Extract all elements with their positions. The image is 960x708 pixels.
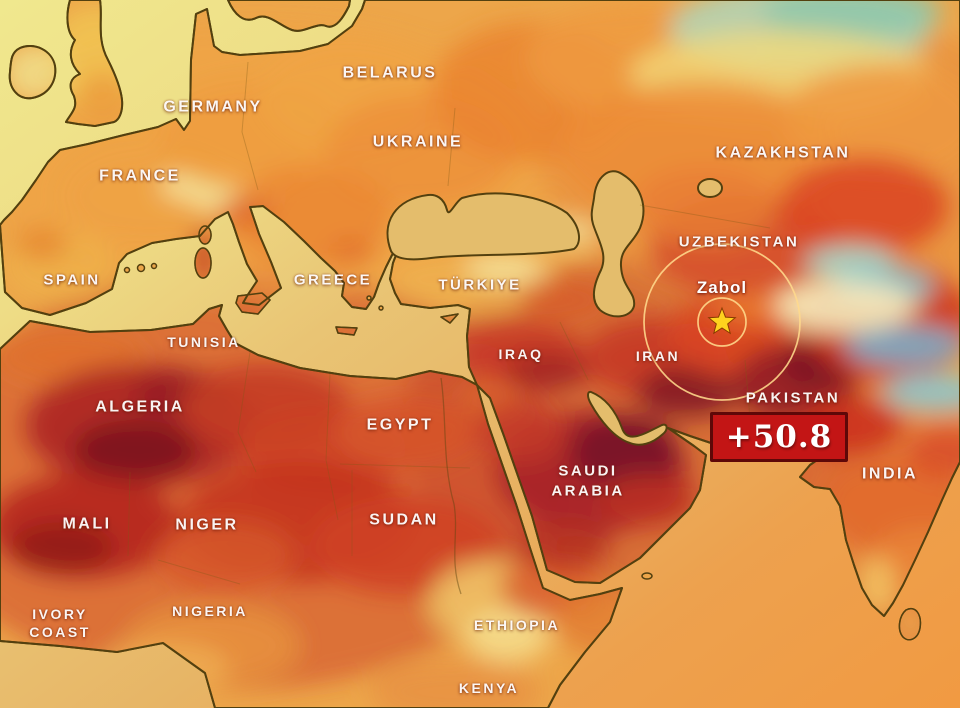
country-label-germany: GERMANY	[163, 98, 263, 116]
country-label-tunisia: TUNISIA	[167, 333, 241, 350]
country-label-spain: SPAIN	[43, 271, 101, 289]
temperature-badge: +50.8	[710, 412, 848, 462]
country-label-uzbekistan: UZBEKISTAN	[678, 233, 800, 251]
caspian-sea	[590, 170, 645, 318]
country-label-iran: IRAN	[635, 347, 681, 364]
country-label-greece: GREECE	[293, 271, 373, 289]
country-label-algeria: ALGERIA	[95, 398, 185, 416]
nile-river	[440, 377, 462, 595]
marker-ring-outer	[643, 243, 801, 401]
star-icon	[707, 306, 737, 335]
country-label-ethiopia: ETHIOPIA	[473, 616, 561, 633]
inland-seas-layer	[386, 170, 723, 446]
country-label-sudan: SUDAN	[369, 511, 439, 529]
country-label-egypt: EGYPT	[366, 416, 434, 434]
country-label-ivory-coast: IVORY COAST	[29, 605, 91, 640]
country-label-belarus: BELARUS	[342, 64, 438, 82]
country-label-mali: MALI	[62, 515, 112, 533]
zabol-marker	[643, 243, 801, 401]
country-label-niger: NIGER	[175, 516, 239, 534]
persian-gulf	[587, 390, 668, 446]
country-label-pakistan: PAKISTAN	[745, 389, 841, 407]
black-sea	[386, 192, 580, 261]
country-label-kenya: KENYA	[458, 679, 520, 696]
country-label-nigeria: NIGERIA	[172, 602, 248, 619]
country-label-india: INDIA	[861, 465, 919, 483]
city-label-zabol: Zabol	[696, 278, 748, 297]
marker-ring-inner	[697, 297, 747, 347]
aral-sea	[697, 178, 723, 198]
country-label-iraq: IRAQ	[498, 345, 544, 362]
country-label-france: FRANCE	[99, 167, 181, 185]
country-borders	[127, 61, 771, 585]
country-label-saudi-arabia: SAUDI ARABIA	[551, 462, 625, 500]
country-label-ukraine: UKRAINE	[372, 133, 464, 151]
country-label-kazakhstan: KAZAKHSTAN	[715, 144, 851, 162]
country-label-turkiye: TÜRKIYE	[438, 276, 522, 294]
